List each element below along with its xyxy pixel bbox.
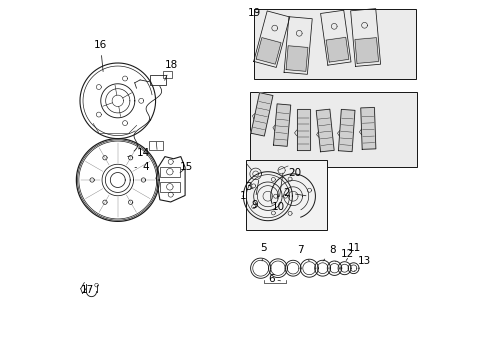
Text: 17: 17 [81,285,94,295]
Text: 2: 2 [283,188,305,198]
Text: 4: 4 [135,162,148,172]
Polygon shape [354,38,378,63]
Text: 10: 10 [271,173,284,212]
Polygon shape [360,108,375,149]
Text: 13: 13 [354,256,370,271]
Text: 16: 16 [94,40,107,72]
Text: 9: 9 [250,180,258,210]
Polygon shape [256,38,281,64]
Text: 8: 8 [322,245,335,261]
Polygon shape [316,109,333,152]
Polygon shape [250,93,272,136]
Bar [254,9,415,79]
Polygon shape [285,46,307,71]
Text: 19: 19 [247,8,260,18]
Text: 11: 11 [346,243,361,261]
Text: 15: 15 [179,162,192,173]
Text: 5: 5 [260,243,266,261]
Text: 7: 7 [296,245,309,261]
Polygon shape [296,109,310,150]
Bar [249,92,416,167]
Text: 18: 18 [164,60,178,80]
Text: 3: 3 [244,182,253,192]
Polygon shape [273,104,290,146]
Text: 6: 6 [268,274,280,284]
Text: 12: 12 [335,249,353,262]
Polygon shape [338,109,354,152]
Polygon shape [325,37,348,62]
Bar [245,160,326,230]
Text: 1: 1 [239,191,245,201]
Text: 14: 14 [127,148,149,158]
Text: 20: 20 [288,168,301,178]
